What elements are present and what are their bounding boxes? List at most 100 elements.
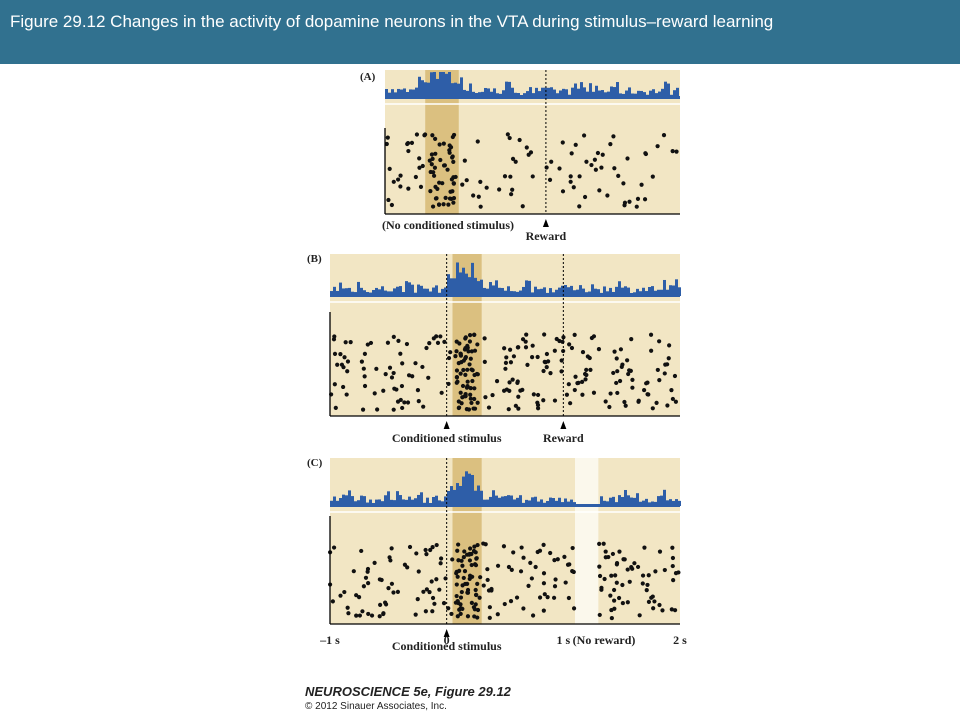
histogram-bar (442, 72, 445, 98)
spike-dot (465, 590, 471, 595)
spike-dot (344, 392, 349, 397)
histogram-bar (415, 87, 418, 98)
histogram-bar (651, 501, 654, 506)
spike-dot (406, 186, 411, 191)
spike-dot (363, 575, 369, 580)
spike-dot (332, 334, 337, 339)
spike-dot (560, 189, 566, 194)
histogram-bar (432, 496, 435, 506)
histogram-bar (390, 499, 393, 506)
spike-dot (501, 388, 507, 393)
spike-dot (389, 375, 395, 380)
histogram-bar (624, 489, 627, 506)
spike-dot (465, 367, 470, 372)
spike-dot (652, 599, 657, 604)
spike-dot (593, 167, 598, 172)
histogram-bar (417, 494, 420, 506)
spike-dot (520, 387, 525, 392)
histogram-bar (423, 288, 426, 296)
spike-dot (451, 159, 456, 164)
spike-dot (472, 607, 477, 612)
spike-dot (361, 366, 366, 371)
spike-dot (495, 612, 500, 617)
spike-dot (607, 404, 612, 410)
spike-dot (670, 149, 675, 154)
histogram-bar (393, 500, 396, 506)
spike-dot (465, 581, 470, 586)
histogram-bar (528, 280, 531, 296)
spike-dot (435, 186, 440, 192)
histogram-bar (523, 93, 526, 98)
histogram-bar (576, 289, 579, 296)
spike-dot (345, 359, 351, 364)
event-marker-label: Reward (526, 229, 567, 243)
histogram-bar (525, 280, 528, 296)
spike-dot (422, 133, 427, 138)
spike-dot (646, 573, 651, 578)
spike-dot (602, 576, 607, 582)
histogram-bar (391, 89, 394, 98)
spike-dot (502, 601, 507, 607)
histogram-bar (583, 87, 586, 98)
histogram-bar (657, 496, 660, 506)
spike-dot (460, 395, 465, 400)
spike-dot (486, 588, 492, 593)
histogram-bar (453, 278, 456, 296)
spike-dot (432, 601, 437, 606)
histogram-bar (640, 90, 643, 98)
histogram-bar (394, 92, 397, 98)
spike-dot (670, 545, 675, 550)
histogram-bar (537, 289, 540, 296)
spike-dot (462, 549, 467, 554)
histogram-bar (420, 492, 423, 506)
x-tick-label: (No reward) (573, 633, 636, 647)
spike-dot (400, 361, 405, 366)
panel-label: (A) (360, 71, 376, 83)
spike-dot (571, 185, 576, 190)
histogram-bar (333, 496, 336, 506)
spike-dot (456, 542, 461, 547)
spike-dot (427, 340, 432, 346)
histogram-bar (486, 288, 489, 296)
spike-dot (475, 581, 480, 586)
spike-dot (420, 364, 425, 370)
spike-dot (544, 351, 550, 357)
histogram-baseline (330, 504, 680, 507)
histogram-bar (660, 289, 663, 296)
histogram-bar (460, 77, 463, 98)
event-marker-label: Conditioned stimulus (392, 431, 502, 445)
histogram-bar (642, 500, 645, 506)
histogram-bar (424, 82, 427, 98)
spike-dot (583, 377, 588, 382)
spike-dot (441, 141, 446, 146)
spike-dot (405, 400, 411, 405)
histogram-bar (435, 495, 438, 506)
histogram-bar (492, 285, 495, 296)
spike-dot (448, 350, 453, 355)
spike-dot (648, 332, 654, 337)
histogram-bar (660, 495, 663, 506)
spike-dot (433, 151, 438, 156)
spike-dot (368, 340, 374, 346)
histogram-bar (447, 274, 450, 296)
spike-dot (343, 340, 348, 345)
spike-dot (611, 587, 617, 593)
histogram-bar (411, 284, 414, 296)
spike-dot (596, 347, 602, 352)
spike-dot (662, 567, 667, 573)
spike-dot (561, 335, 566, 340)
spike-dot (513, 159, 518, 164)
spike-dot (388, 558, 393, 563)
spike-dot (608, 391, 613, 396)
spike-dot (657, 378, 662, 383)
spike-dot (381, 611, 386, 616)
event-marker-arrow (443, 629, 450, 637)
spike-dot (503, 366, 508, 371)
histogram-bar (339, 498, 342, 506)
spike-dot (654, 400, 659, 405)
histogram-bar (453, 489, 456, 506)
histogram-bar (552, 498, 555, 506)
histogram-bar (621, 496, 624, 506)
spike-dot (416, 399, 421, 404)
